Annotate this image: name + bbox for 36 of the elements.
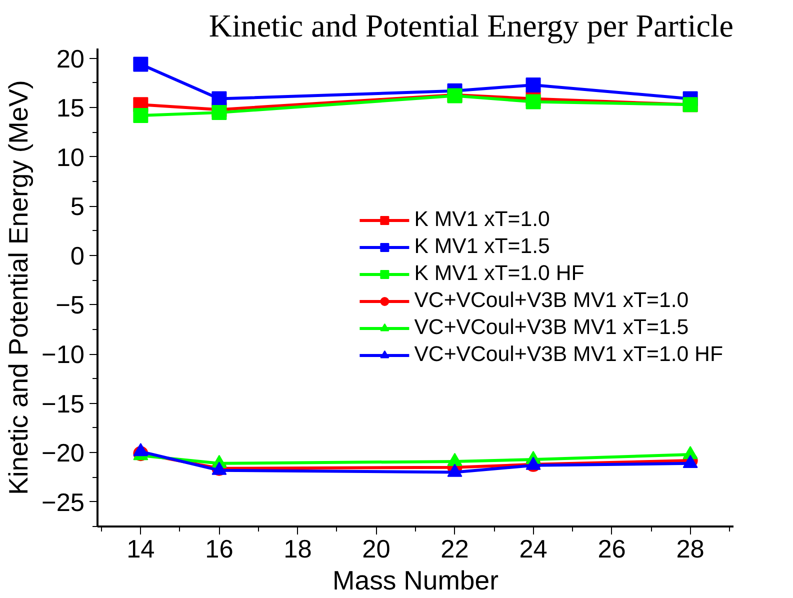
y-tick-label: 20 xyxy=(56,45,85,74)
legend-label: K MV1 xT=1.0 HF xyxy=(414,261,584,286)
x-tick-label: 16 xyxy=(205,536,234,564)
legend-label: VC+VCoul+V3B MV1 xT=1.0 xyxy=(414,288,689,313)
point xyxy=(212,105,227,120)
x-tick-label: 14 xyxy=(126,536,155,564)
y-tick-label: −5 xyxy=(56,292,85,320)
point xyxy=(133,108,148,124)
y-tick-label: −15 xyxy=(42,390,85,418)
y-tick-label: 15 xyxy=(56,94,85,123)
x-tick-label: 24 xyxy=(519,536,548,564)
y-tick-label: −10 xyxy=(42,341,85,370)
point xyxy=(447,452,462,466)
legend-label: VC+VCoul+V3B MV1 xT=1.0 HF xyxy=(414,342,723,367)
point xyxy=(133,443,148,456)
y-tick-label: 0 xyxy=(70,242,85,270)
point xyxy=(526,77,541,92)
point xyxy=(133,56,148,72)
y-axis-title: Kinetic and Potential Energy (MeV) xyxy=(4,80,34,495)
y-tick-label: −25 xyxy=(42,488,85,517)
point xyxy=(526,94,541,110)
x-tick-label: 18 xyxy=(284,536,312,564)
y-tick-label: −20 xyxy=(42,440,85,468)
x-tick-label: 22 xyxy=(440,536,469,564)
x-tick-label: 26 xyxy=(598,536,626,564)
x-axis-title: Mass Number xyxy=(332,566,499,596)
x-tick-label: 28 xyxy=(676,536,704,564)
legend-label: K MV1 xT=1.0 xyxy=(414,207,550,232)
legend-label: K MV1 xT=1.5 xyxy=(414,234,550,259)
y-tick-label: 10 xyxy=(56,144,85,172)
point xyxy=(212,91,227,106)
legend-label: VC+VCoul+V3B MV1 xT=1.5 xyxy=(414,315,689,340)
y-tick-label: 5 xyxy=(70,193,85,222)
chart-title: Kinetic and Potential Energy per Particle xyxy=(208,8,734,44)
point xyxy=(447,464,462,477)
x-tick-label: 20 xyxy=(362,536,390,564)
